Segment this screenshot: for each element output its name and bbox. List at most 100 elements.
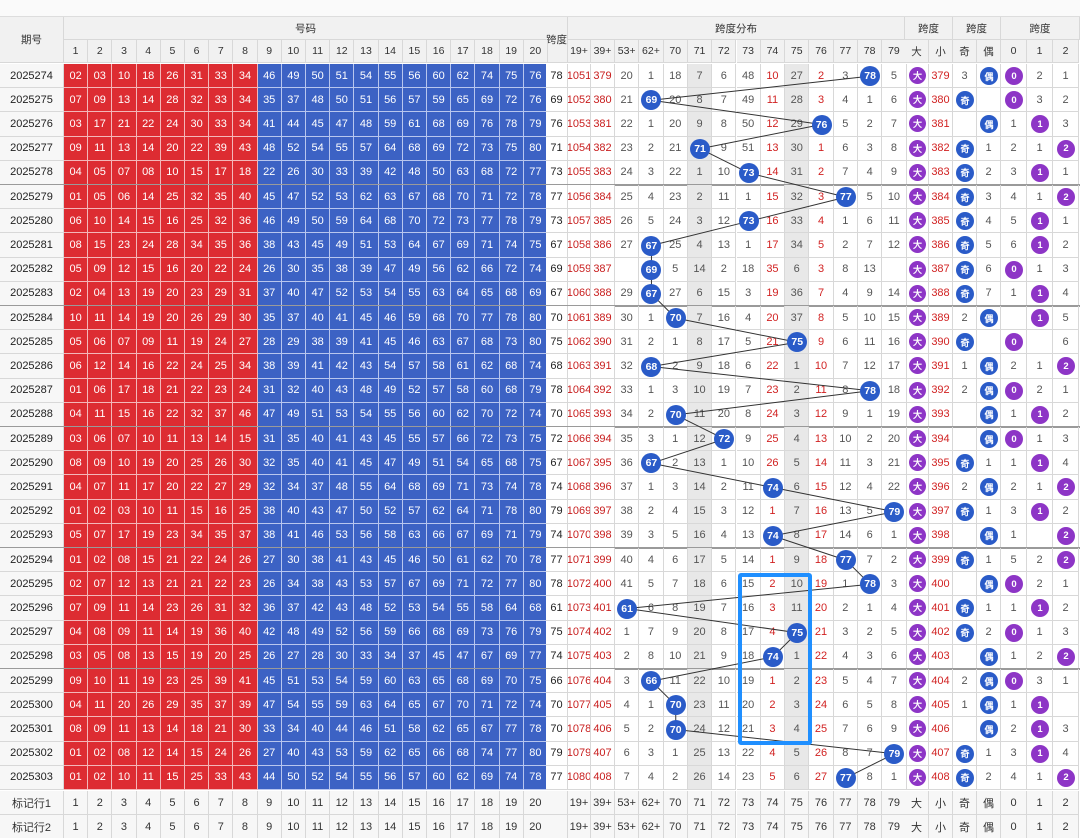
miss-39plus: 384 [591, 185, 615, 210]
footer-dist: 77 [833, 815, 858, 838]
g1-small-miss: 384 [929, 185, 953, 210]
number-cell: 03 [88, 64, 113, 89]
dist-miss: 30 [785, 136, 810, 161]
number-cell: 35 [257, 88, 282, 113]
trend-line [772, 535, 847, 561]
trend-line [651, 366, 871, 392]
dist-miss: 48 [736, 64, 761, 89]
num-col-header: 3 [112, 40, 137, 63]
number-cell: 09 [64, 136, 89, 161]
footer-dist: 72 [712, 815, 737, 838]
footer-dist: 53+ [615, 791, 640, 815]
footer-num: 5 [160, 791, 185, 815]
dist-col-header: 53+ [615, 40, 640, 63]
number-cell: 51 [354, 88, 379, 113]
number-cell: 80 [523, 136, 548, 161]
trend-line [772, 487, 895, 513]
number-cell: 07 [112, 160, 137, 185]
number-cell: 33 [209, 64, 234, 89]
dist-miss: 7 [687, 64, 713, 89]
number-cell: 03 [64, 112, 89, 137]
number-cell: 47 [330, 112, 355, 137]
footer-dist: 71 [687, 815, 713, 838]
footer-dist: 74 [760, 791, 786, 815]
footer-span [546, 791, 568, 815]
dist-miss: 6 [833, 136, 858, 161]
footer-g2: 奇 [953, 815, 977, 838]
number-cell: 55 [378, 64, 403, 89]
footer-dist: 74 [760, 815, 786, 838]
dist-col-header: 72 [712, 40, 737, 63]
miss-39plus: 382 [591, 136, 615, 161]
num-col-header: 11 [306, 40, 331, 63]
num-col-header: 5 [160, 40, 185, 63]
footer-g1: 小 [929, 815, 953, 838]
row-issue: 2025275 [0, 88, 64, 113]
dist-miss: 3 [809, 88, 834, 113]
big-ball: 大 [909, 163, 926, 181]
number-cell: 54 [354, 64, 379, 89]
footer-dist: 19+ [568, 791, 591, 815]
footer-dist: 76 [809, 815, 834, 838]
dist-col-header: 71 [687, 40, 713, 63]
mod3-ball: 2 [1057, 139, 1075, 158]
odd-ball: 奇 [956, 139, 974, 158]
dist-miss: 28 [785, 88, 810, 113]
num-col-header: 9 [257, 40, 282, 63]
footer-num: 15 [402, 815, 427, 838]
number-cell: 45 [257, 185, 282, 210]
number-cell: 57 [402, 88, 427, 113]
number-cell: 72 [499, 185, 524, 210]
footer-num: 1 [64, 791, 89, 815]
footer-num: 10 [281, 791, 306, 815]
number-cell: 59 [378, 112, 403, 137]
footer-num: 4 [136, 815, 161, 838]
row-issue: 2025279 [0, 185, 64, 210]
number-cell: 62 [354, 185, 379, 210]
number-cell: 10 [160, 160, 185, 185]
odd-ball: 奇 [956, 163, 974, 182]
dist-miss: 3 [833, 64, 858, 89]
big-ball: 大 [909, 115, 926, 133]
number-cell: 10 [112, 64, 137, 89]
footer-dist: 79 [882, 791, 907, 815]
footer-dist: 73 [736, 815, 761, 838]
span-ball: 77 [835, 550, 856, 571]
footer-g1: 大 [905, 791, 929, 815]
number-cell: 33 [330, 160, 355, 185]
number-cell: 55 [330, 136, 355, 161]
trend-line [651, 220, 749, 246]
dist-miss: 18 [663, 64, 688, 89]
footer-num: 14 [378, 791, 403, 815]
odd-ball: 奇 [956, 91, 974, 110]
number-cell: 69 [427, 136, 452, 161]
dist-miss: 12 [760, 112, 786, 137]
g3-hit-cell [1053, 136, 1079, 161]
dist-miss: 2 [639, 136, 664, 161]
even-ball: 偶 [980, 115, 998, 134]
span-ball: 61 [617, 598, 638, 619]
dist-miss: 10 [760, 64, 786, 89]
number-cell: 05 [88, 185, 113, 210]
number-cell: 43 [233, 136, 258, 161]
number-cell: 28 [160, 88, 185, 113]
g1-big-cell [905, 64, 929, 89]
number-cell: 61 [402, 112, 427, 137]
footer-g2: 偶 [977, 815, 1001, 838]
g3-hit-cell [1001, 64, 1027, 89]
big-ball: 大 [909, 139, 926, 157]
dist-miss: 5 [882, 64, 907, 89]
number-cell: 68 [402, 136, 427, 161]
footer-dist: 71 [687, 791, 713, 815]
number-cell: 04 [64, 160, 89, 185]
number-cell: 59 [427, 88, 452, 113]
dist-col-header: 62+ [639, 40, 664, 63]
footer-g3: 2 [1053, 791, 1079, 815]
footer-num: 8 [233, 815, 258, 838]
footer-dist: 62+ [639, 791, 664, 815]
number-cell: 60 [427, 64, 452, 89]
dist-miss: 15 [760, 185, 786, 210]
footer-num: 9 [257, 815, 282, 838]
number-cell: 20 [160, 136, 185, 161]
footer-dist: 79 [882, 815, 907, 838]
